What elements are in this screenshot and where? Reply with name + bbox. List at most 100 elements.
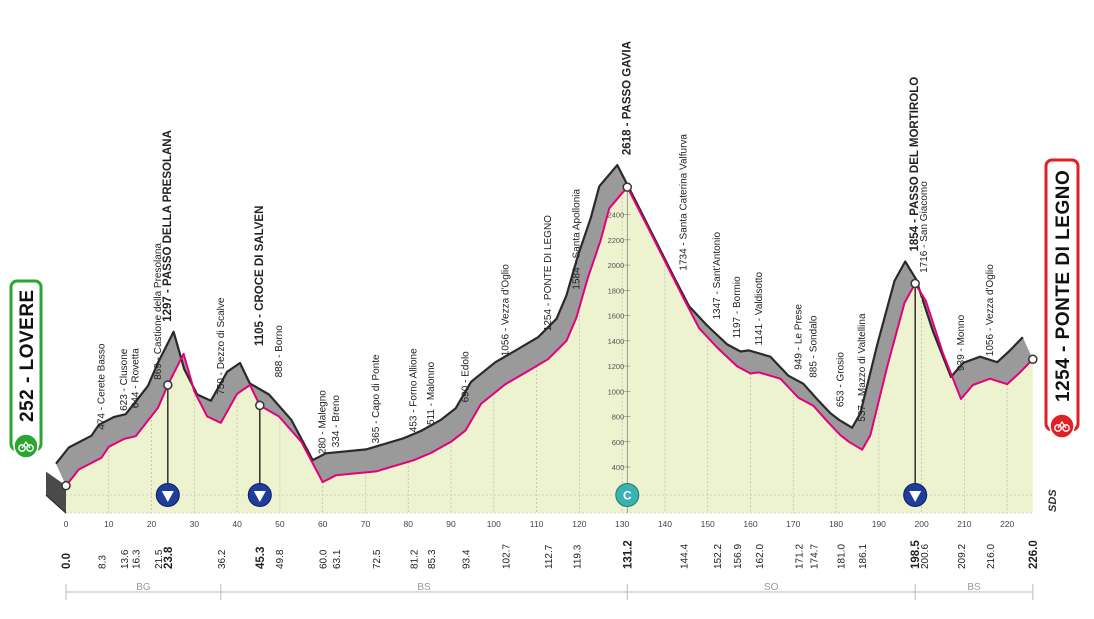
km-label: 112.7 [544,544,555,569]
waypoint-label-group: 888 - Borno [274,325,285,378]
waypoint-label: 537 - Mazzo di Valtellina [857,313,868,422]
km-label-group: 209.2 [957,544,968,569]
waypoint-label: 623 - Clusone [119,348,130,411]
km-label: 156.9 [733,544,744,569]
waypoint-labels: 474 - Cerete Basso 623 - Clusone 644 - Rov… [97,41,997,454]
km-label-group: 162.0 [755,544,766,569]
alt-tick-label: 1400 [608,337,625,346]
km-label-group: 119.3 [572,544,583,569]
km-tick-label: 160 [743,519,757,529]
waypoint-label: 1347 - Sant'Antonio [712,232,723,320]
km-label-group: 186.1 [858,544,869,569]
waypoint-label-group: 690 - Edolo [461,351,472,403]
waypoint-label: 511 - Malonno [426,361,437,425]
start-badge-text: 252 - LOVERE [17,289,38,422]
km-label: 198.5 [910,540,922,569]
profile-area-fill [66,187,1033,513]
waypoint-label: 334 - Breno [331,395,342,448]
waypoint-label-group: 1105 - CROCE DI SALVEN [254,206,266,346]
start-badge-text-group: 252 - LOVERE [17,289,38,422]
km-tick-label: 170 [786,519,800,529]
waypoint-label-group: 365 - Capo di Ponte [371,354,382,443]
province-code: SO [764,582,779,593]
province-code: BS [417,582,431,593]
km-label: 81.2 [409,549,420,569]
gpm-triangle [909,491,922,502]
waypoint-label: 1056 - Vezza d'Oglio [985,264,996,356]
waypoint-label-group: 939 - Monno [956,314,967,371]
km-tick-label: 220 [1000,519,1014,529]
waypoint-label: 1584 - Santa Apollonia [571,189,582,290]
waypoint-label: 1254 - PONTE DI LEGNO [543,215,554,331]
km-label-group: 174.7 [809,544,820,569]
start-badge-icon-frame [21,440,31,449]
km-label-group: 226.0 [1028,540,1040,569]
waypoint-label-group: 623 - Clusone [119,348,130,411]
km-tick-label: 120 [572,519,586,529]
start-badge-icon-wheel [18,444,26,452]
km-label: 171.2 [794,544,805,569]
km-label: 85.3 [427,549,438,569]
altitude-scale: 400 600 800 1000 1200 1400 1600 1800 2000 2200 240… [608,189,631,513]
km-label-group: 131.2 [622,540,634,569]
alt-tick-label: 1200 [608,362,625,371]
km-label: 23.8 [163,546,175,569]
km-label-group: 200.6 [920,544,931,569]
province-code: BG [136,582,151,593]
waypoint-label: 885 - Sondalo [808,315,819,378]
waypoint-label-group: 1254 - PONTE DI LEGNO [543,215,554,331]
climb-label: 2618 - PASSO GAVIA [621,41,633,155]
km-label-group: 112.7 [544,544,555,569]
waypoint-label: 280 - Malegno [318,390,329,454]
climb-label: 1105 - CROCE DI SALVEN [254,206,266,346]
km-label-group: 152.2 [713,544,724,569]
waypoint-label-group: 453 - Forno Allione [408,348,419,432]
waypoint-label-group: 1056 - Vezza d'Oglio [500,264,511,356]
km-tick-label: 40 [232,519,242,529]
km-tick-label: 180 [829,519,843,529]
km-label: 226.0 [1028,540,1040,569]
km-tick-label: 100 [487,519,501,529]
waypoint-label-group: 869 - Castione della Presolana [153,243,164,380]
km-label-group: 156.9 [733,544,744,569]
km-label-group: 63.1 [332,549,343,569]
km-tick-label: 110 [530,519,544,529]
start-badge-icon [13,433,39,459]
km-tick-label: 60 [318,519,328,529]
km-tick-label: 200 [915,519,929,529]
waypoint-label-group: 511 - Malonno [426,361,437,425]
base-edge [45,494,67,514]
waypoint-label-group: 653 - Grosio [835,352,846,407]
summit-c-label: C [623,489,632,503]
km-label: 181.0 [836,544,847,569]
waypoint-label-group: 1734 - Santa Caterina Valfurva [679,134,690,271]
gpm-summit-dot [163,380,173,390]
start-finish-badges: SDS 252 - LOVERE 1254 - PONTE DI LEGNO [9,158,1080,512]
km-label-group: 85.3 [427,549,438,569]
waypoint-label-group: 1584 - Santa Apollonia [571,189,582,290]
waypoint-label-group: 1197 - Bormio [732,276,743,339]
alt-tick-label: 800 [612,413,625,422]
km-tick-label: 140 [658,519,672,529]
climb-label: 1854 - PASSO DEL MORTIROLO [909,77,921,252]
alt-tick-label: 1800 [608,286,625,295]
km-tick-label: 50 [275,519,285,529]
km-tick-label: 70 [361,519,371,529]
gpm-triangle [253,491,266,502]
finish-badge-icon-frame [1057,420,1067,429]
km-tick-label: 20 [147,519,157,529]
waypoint-label-group: 644 - Rovetta [131,348,142,408]
km-label: 102.7 [501,544,512,569]
km-label: 36.2 [217,549,228,569]
finish-badge-text: 1254 - PONTE DI LEGNO [1053,170,1074,402]
km-label-group: 171.2 [794,544,805,569]
km-label: 152.2 [713,544,724,569]
km-label: 174.7 [809,544,820,569]
profile-left-wall [46,471,66,513]
sds-group: SDS [1047,489,1059,512]
km-label: 0.0 [61,553,73,569]
waypoint-label: 869 - Castione della Presolana [153,243,164,380]
marker-layer: C [61,182,1038,507]
km-label-group: 0.0 [61,553,73,569]
